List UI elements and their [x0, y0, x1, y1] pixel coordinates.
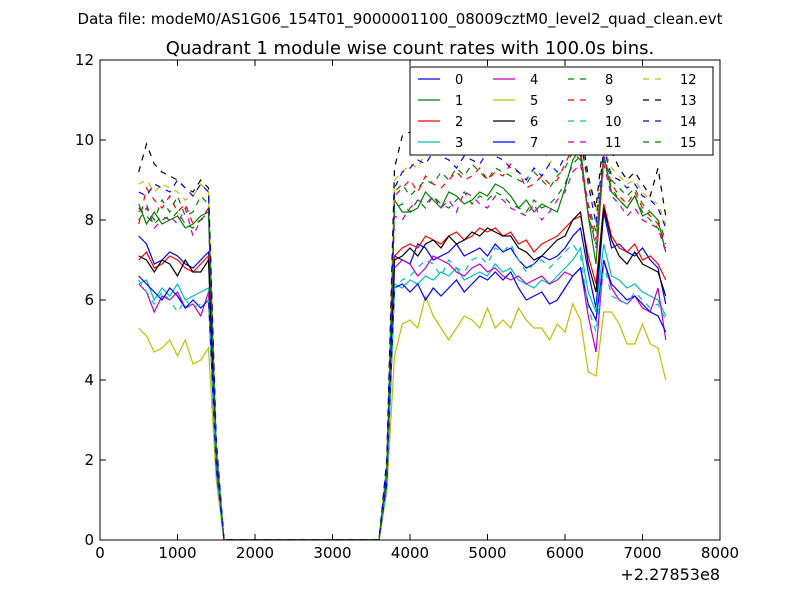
legend-label-4: 4: [530, 73, 538, 88]
legend-label-11: 11: [605, 136, 622, 151]
legend-label-5: 5: [530, 94, 538, 109]
legend-label-0: 0: [455, 73, 463, 88]
legend-label-8: 8: [605, 73, 613, 88]
x-tick-label: 0: [95, 544, 105, 562]
x-tick-label: 8000: [701, 544, 739, 562]
y-tick-label: 4: [84, 371, 94, 389]
y-tick-label: 8: [84, 211, 94, 229]
legend-label-7: 7: [530, 136, 538, 151]
legend-label-14: 14: [680, 115, 697, 130]
y-tick-label: 2: [84, 451, 94, 469]
legend-label-15: 15: [680, 136, 697, 151]
x-tick-label: 7000: [623, 544, 661, 562]
legend-label-6: 6: [530, 115, 538, 130]
series-line-5: [138, 293, 667, 540]
x-tick-label: 6000: [546, 544, 584, 562]
chart-suptitle: Data file: modeM0/AS1G06_154T01_90000011…: [78, 10, 723, 29]
x-tick-label: 3000: [313, 544, 351, 562]
y-tick-label: 0: [84, 531, 94, 549]
x-tick-label: 2000: [236, 544, 274, 562]
legend-label-2: 2: [455, 115, 463, 130]
legend-label-1: 1: [455, 94, 463, 109]
legend-label-3: 3: [455, 136, 463, 151]
x-offset-label: +2.27853e8: [620, 565, 720, 584]
legend-box: [409, 66, 714, 156]
y-tick-label: 10: [75, 131, 94, 149]
chart-title: Quadrant 1 module wise count rates with …: [166, 38, 655, 59]
series-line-8: [138, 150, 667, 540]
y-tick-label: 6: [84, 291, 94, 309]
series-line-15: [138, 154, 667, 540]
legend-label-9: 9: [605, 94, 613, 109]
x-tick-label: 5000: [468, 544, 506, 562]
series-line-6: [138, 207, 667, 540]
series-line-2: [138, 203, 667, 540]
axes-layer: 0 1000 2000 3000 4000 5000 6000 7000 80000246810…: [75, 51, 739, 562]
legend-label-13: 13: [680, 94, 697, 109]
x-tick-label: 1000: [158, 544, 196, 562]
x-tick-label: 4000: [391, 544, 429, 562]
series-line-10: [138, 242, 667, 540]
y-tick-label: 12: [75, 51, 94, 69]
series-line-7: [138, 259, 667, 540]
legend-label-12: 12: [680, 73, 697, 88]
series-line-3: [138, 243, 667, 540]
legend-label-10: 10: [605, 115, 622, 130]
